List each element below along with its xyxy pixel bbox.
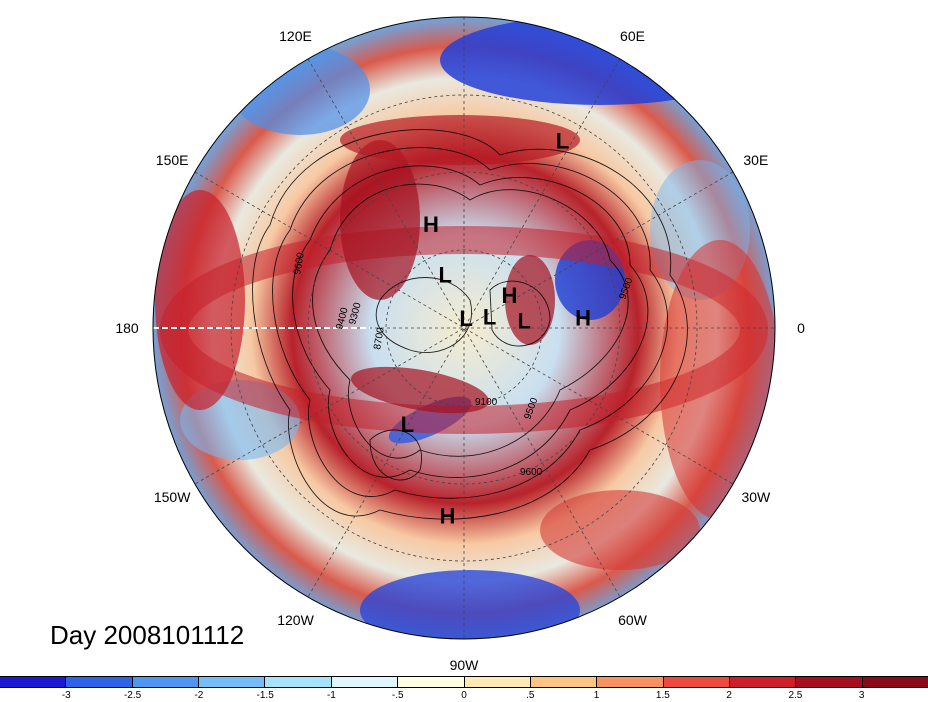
colorbar-swatch bbox=[464, 677, 531, 687]
longitude-label: 60W bbox=[618, 611, 647, 628]
longitude-label: 120E bbox=[279, 28, 312, 45]
colorbar-swatch bbox=[331, 677, 399, 687]
colorbar-tick-label: -2 bbox=[194, 690, 204, 701]
low-pressure-marker: L bbox=[556, 129, 569, 154]
colorbar-swatch bbox=[796, 677, 863, 687]
colorbar-tick-label: -.5 bbox=[391, 690, 404, 701]
low-pressure-marker: L bbox=[459, 306, 472, 331]
high-pressure-marker: H bbox=[423, 212, 439, 237]
colorbar-swatch bbox=[597, 677, 664, 687]
contour-label: 9100 bbox=[475, 397, 498, 408]
longitude-label: 90W bbox=[449, 657, 479, 673]
high-pressure-marker: H bbox=[439, 504, 455, 529]
longitude-label: 30E bbox=[743, 151, 769, 168]
map-boundary bbox=[152, 16, 776, 640]
colorbar-swatch bbox=[199, 677, 266, 687]
high-pressure-marker: H bbox=[575, 305, 591, 330]
low-pressure-marker: L bbox=[401, 412, 414, 437]
date-title: Day 2008101112 bbox=[50, 620, 245, 650]
low-pressure-marker: L bbox=[517, 309, 530, 334]
colorbar-tick-label: 1 bbox=[593, 690, 600, 701]
contour-label: 9600 bbox=[292, 251, 307, 275]
colorbar-swatch bbox=[398, 677, 465, 687]
colorbar-swatch bbox=[729, 677, 797, 687]
colorbar-tick-label: 3 bbox=[858, 690, 865, 701]
longitude-label: 150W bbox=[153, 488, 191, 505]
colorbar-swatch bbox=[663, 677, 730, 687]
colorbar-tick-label: -1 bbox=[326, 690, 336, 701]
colorbar-tick-label: 0 bbox=[461, 690, 467, 701]
colorbar-swatch bbox=[265, 677, 332, 687]
longitude-label: 30W bbox=[741, 488, 771, 505]
longitude-label: 60E bbox=[620, 28, 645, 45]
colorbar-swatch bbox=[530, 677, 598, 687]
colorbar-tick-label: 1.5 bbox=[655, 690, 670, 701]
low-pressure-marker: L bbox=[439, 262, 452, 287]
colorbar-tick-label: .5 bbox=[526, 690, 535, 701]
colorbar-swatch bbox=[132, 677, 200, 687]
colorbar-tick-label: -2.5 bbox=[123, 690, 142, 701]
colorbar-tick-label: -3 bbox=[61, 690, 71, 701]
longitude-label: 180 bbox=[115, 320, 139, 336]
colorbar bbox=[0, 676, 928, 688]
longitude-label: 120W bbox=[277, 611, 314, 628]
low-pressure-marker: L bbox=[483, 305, 496, 330]
graticule bbox=[153, 17, 775, 639]
colorbar-swatch bbox=[862, 677, 928, 687]
longitude-label: 0 bbox=[797, 320, 805, 336]
contour-label: 8700 bbox=[372, 326, 387, 350]
colorbar-tick-label: -1.5 bbox=[256, 690, 274, 701]
geopotential-contours bbox=[252, 129, 688, 520]
colorbar-swatch bbox=[66, 677, 133, 687]
contour-labels: 9600 9500 9400 9100 9300 8700 9500 9600 bbox=[292, 251, 635, 478]
longitude-label: 150E bbox=[155, 151, 189, 168]
contour-label: 9600 bbox=[520, 467, 543, 478]
colorbar-tick-label: 2 bbox=[726, 690, 732, 701]
colorbar-tick-label: 2.5 bbox=[788, 690, 803, 701]
colorbar-swatch bbox=[0, 677, 67, 687]
high-pressure-marker: H bbox=[502, 283, 518, 308]
